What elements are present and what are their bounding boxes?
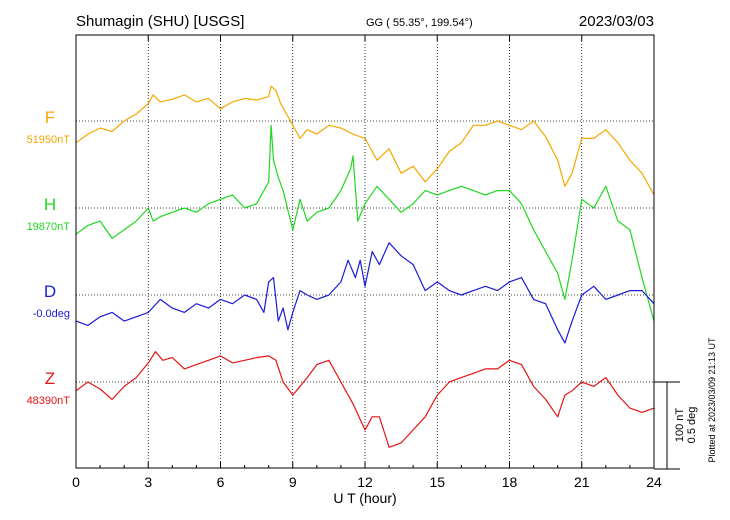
series-f-baseline-label: 51950nT (27, 134, 71, 146)
geographic-coordinates: GG ( 55.35°, 199.54°) (366, 17, 473, 29)
series-f-line (75, 85, 655, 196)
x-tick-label: 3 (144, 474, 152, 490)
series-z-baseline-label: 48390nT (27, 395, 71, 407)
plot-date: 2023/03/03 (579, 13, 654, 30)
x-tick-label: 21 (574, 474, 590, 490)
x-axis: 0 3 6 9 12 15 18 21 24 (72, 35, 662, 490)
x-tick-label: 6 (217, 474, 225, 490)
scale-bar: 100 nT 0.5 deg (654, 381, 698, 470)
series-d-name: D (44, 282, 56, 301)
station-title: Shumagin (SHU) [USGS] (76, 13, 244, 30)
series-layer (75, 85, 655, 448)
x-axis-label: U T (hour) (333, 490, 396, 506)
x-tick-label: 24 (646, 474, 662, 490)
x-tick-label: 12 (357, 474, 373, 490)
series-h-name: H (44, 195, 56, 214)
x-tick-label: 18 (502, 474, 518, 490)
scale-nt-label: 100 nT (674, 408, 686, 443)
x-tick-label: 15 (429, 474, 445, 490)
series-labels: F 51950nT H 19870nT D -0.0deg Z 48390nT (27, 108, 71, 407)
series-d-line (75, 242, 655, 344)
series-d-baseline-label: -0.0deg (33, 308, 70, 320)
series-z-name: Z (45, 369, 55, 388)
scale-deg-label: 0.5 deg (686, 407, 698, 444)
grid (76, 35, 654, 468)
series-h-baseline-label: 19870nT (27, 221, 71, 233)
series-f-name: F (45, 108, 55, 127)
series-h-line (75, 124, 655, 322)
plotted-timestamp: Plotted at 2023/03/09 21:13 UT (707, 337, 717, 463)
x-tick-label: 9 (289, 474, 297, 490)
series-z-line (75, 351, 655, 448)
x-tick-label: 0 (72, 474, 80, 490)
